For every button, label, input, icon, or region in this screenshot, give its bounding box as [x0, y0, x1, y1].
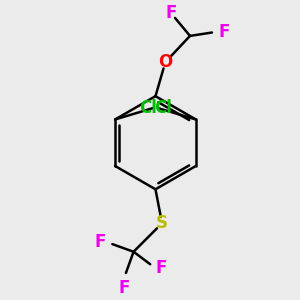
- Text: Cl: Cl: [139, 99, 157, 117]
- Text: Cl: Cl: [154, 99, 172, 117]
- Text: F: F: [165, 4, 176, 22]
- Text: F: F: [118, 279, 129, 297]
- Text: S: S: [156, 214, 168, 232]
- Text: O: O: [158, 53, 172, 71]
- Text: F: F: [95, 233, 106, 251]
- Text: F: F: [218, 22, 230, 40]
- Text: F: F: [155, 259, 167, 277]
